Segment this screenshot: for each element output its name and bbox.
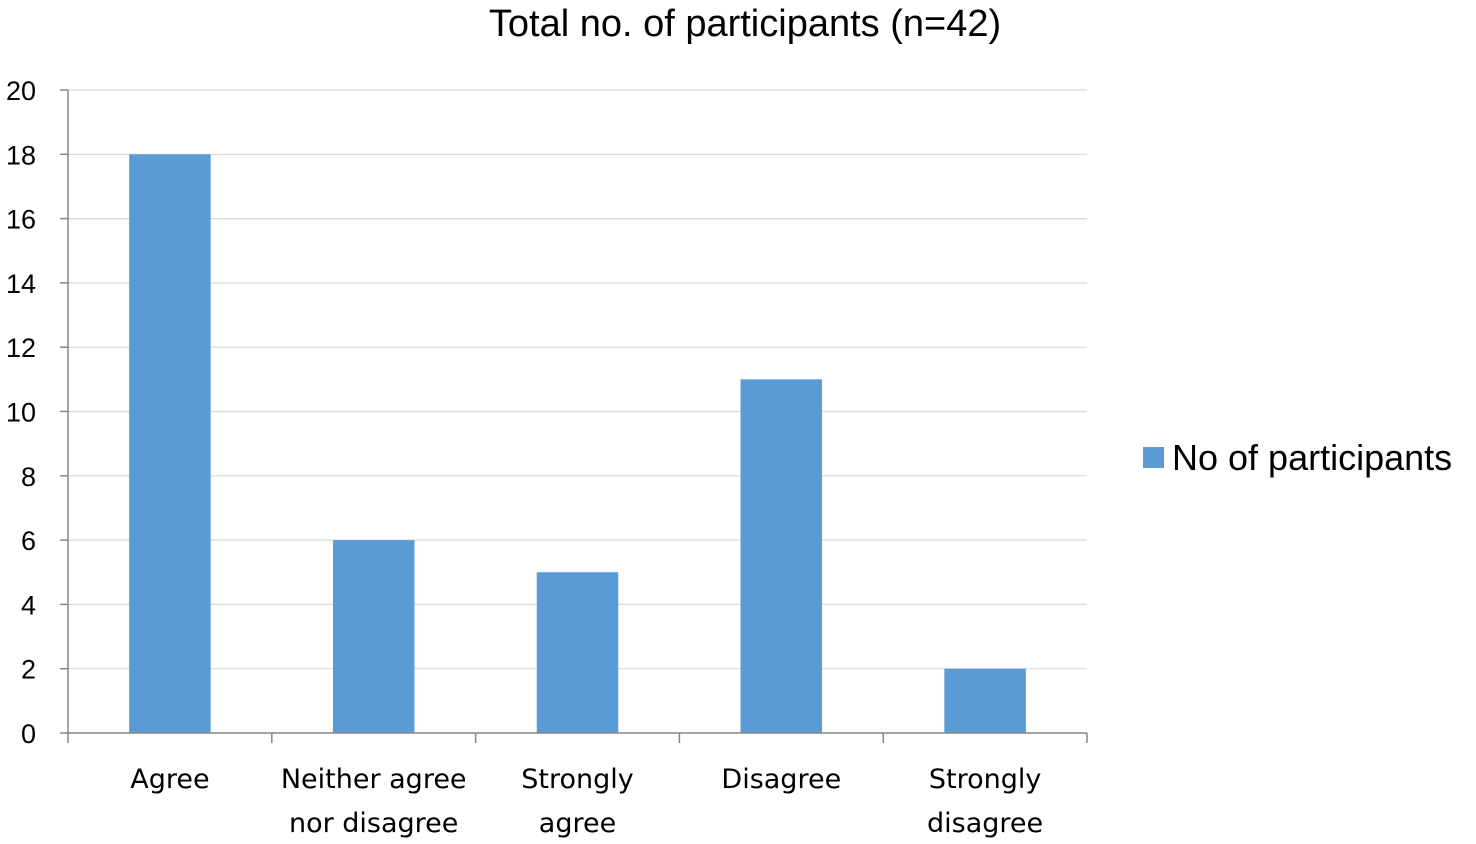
chart-title: Total no. of participants (n=42) [489, 3, 1001, 45]
bar [332, 540, 415, 733]
x-axis-tick-labels: Agree Neither agree nor disagree Strongly ag… [130, 764, 1043, 839]
bar [740, 379, 823, 733]
legend-swatch [1143, 447, 1164, 468]
y-tick-label: 20 [6, 76, 36, 106]
axes [60, 89, 1088, 743]
x-tick-label: Strongly agree [521, 764, 634, 839]
y-tick-label: 6 [21, 526, 36, 556]
gridlines [68, 89, 1087, 670]
y-tick-label: 8 [21, 462, 36, 492]
x-tick-label: Agree [130, 764, 209, 795]
legend-label: No of participants [1172, 437, 1452, 478]
y-axis-tick-labels: 0 2 4 6 8 10 12 14 16 18 20 [6, 76, 36, 749]
bar [944, 668, 1026, 733]
y-tick-label: 10 [6, 398, 36, 428]
x-tick-label: Strongly disagree [927, 764, 1043, 839]
bar [536, 572, 619, 733]
y-tick-label: 2 [21, 655, 36, 685]
y-tick-label: 4 [21, 590, 36, 620]
y-tick-label: 12 [6, 333, 36, 363]
bars [129, 154, 1026, 734]
y-tick-label: 18 [6, 140, 36, 170]
y-tick-label: 0 [21, 719, 36, 749]
bar [129, 154, 211, 734]
x-tick-label: Disagree [721, 764, 841, 795]
legend: No of participants [1143, 437, 1452, 478]
y-tick-label: 14 [6, 269, 36, 299]
y-tick-label: 16 [6, 205, 36, 235]
x-tick-label: Neither agree nor disagree [281, 764, 467, 839]
